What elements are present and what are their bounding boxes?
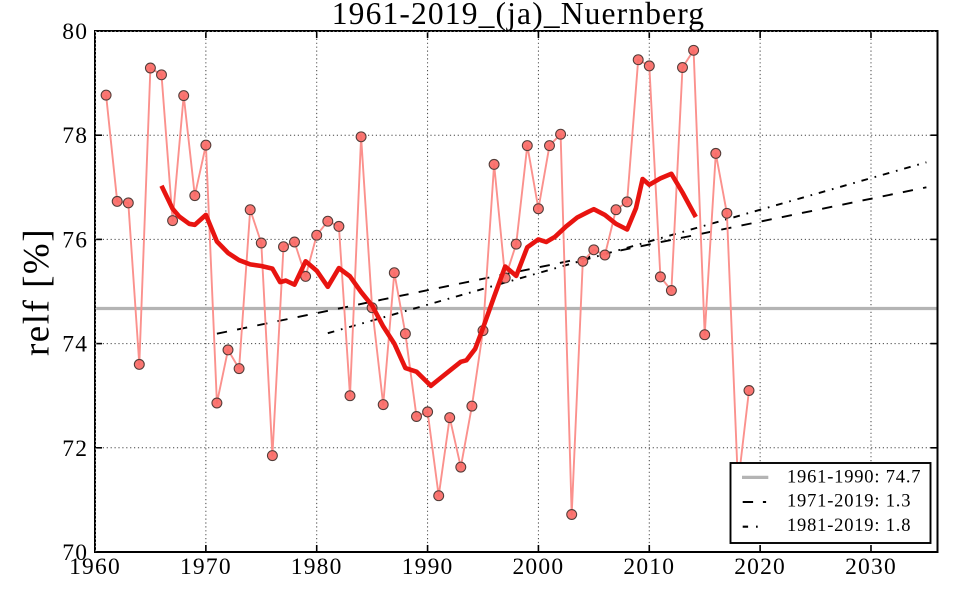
svg-text:1961-1990: 74.7: 1961-1990: 74.7 (787, 467, 921, 487)
svg-text:72: 72 (62, 436, 88, 462)
svg-text:80: 80 (62, 19, 88, 45)
svg-text:1971-2019: 1.3: 1971-2019: 1.3 (787, 492, 911, 512)
svg-text:1980: 1980 (291, 554, 343, 580)
svg-text:70: 70 (62, 540, 88, 566)
svg-text:2030: 2030 (845, 554, 897, 580)
svg-text:1960: 1960 (69, 554, 121, 580)
svg-text:2010: 2010 (623, 554, 675, 580)
svg-text:1981-2019: 1.8: 1981-2019: 1.8 (787, 516, 911, 536)
svg-text:1970: 1970 (180, 554, 232, 580)
svg-text:relf [%]: relf [%] (17, 228, 58, 356)
svg-text:74: 74 (62, 332, 88, 358)
svg-text:78: 78 (62, 123, 88, 149)
svg-text:1961-2019_(ja)_Nuernberg: 1961-2019_(ja)_Nuernberg (332, 0, 705, 31)
svg-text:2000: 2000 (512, 554, 564, 580)
svg-text:2020: 2020 (734, 554, 786, 580)
svg-text:1990: 1990 (402, 554, 454, 580)
svg-text:76: 76 (62, 227, 88, 253)
